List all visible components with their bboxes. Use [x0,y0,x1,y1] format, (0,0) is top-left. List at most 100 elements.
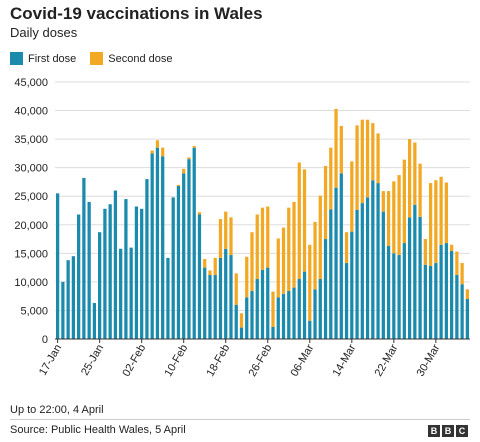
bar-second-dose [365,119,370,198]
bar-second-dose [386,191,391,246]
bar-second-dose [281,227,286,294]
bar-first-dose [98,232,102,339]
legend-item-second-dose: Second dose [90,52,173,65]
bar-second-dose [176,184,181,186]
bar-second-dose [197,212,202,215]
y-tick-label: 25,000 [14,191,48,203]
bar-second-dose [402,159,406,244]
bar-first-dose [439,244,443,339]
bar-first-dose [161,156,165,339]
bar-first-dose [276,297,280,339]
bar-first-dose [397,255,401,339]
bar-first-dose [371,180,375,339]
bar-second-dose [339,125,343,174]
y-tick-label: 30,000 [14,163,48,175]
bar-first-dose [449,251,454,339]
bar-second-dose [239,313,244,328]
bar-second-dose [313,221,317,290]
bar-first-dose [229,255,233,339]
x-tick-label: 02-Feb [120,343,148,379]
bar-second-dose [266,206,270,268]
legend-item-first-dose: First dose [10,52,76,65]
bar-second-dose [271,291,275,328]
bar-first-dose [460,284,464,339]
bar-first-dose [428,265,433,339]
bar-second-dose [360,119,364,204]
bbc-logo-block: C [456,425,468,437]
bar-first-dose [350,231,354,339]
bar-second-dose [407,139,412,218]
bar-first-dose [245,297,249,339]
bbc-logo-block: B [442,425,454,437]
bar-first-dose [281,293,286,339]
bar-first-dose [239,327,244,339]
bar-first-dose [55,193,60,339]
bar-second-dose [434,180,438,264]
bar-second-dose [308,244,312,321]
chart-source: Source: Public Health Wales, 5 April [10,424,186,436]
bar-first-dose [250,291,254,339]
x-tick-label: 06-Mar [289,342,317,378]
bar-first-dose [82,177,86,339]
footer-divider [10,419,470,420]
bar-second-dose [323,165,328,240]
legend-swatch-first-dose [10,52,23,65]
bar-first-dose [455,275,459,339]
bar-second-dose [449,244,454,252]
bar-second-dose [150,150,154,154]
bar-second-dose [350,161,354,232]
bar-second-dose [428,183,433,266]
bar-first-dose [360,203,364,339]
bar-first-dose [187,159,191,339]
bar-first-dose [61,281,65,339]
bar-second-dose [376,133,380,184]
chart-title: Covid-19 vaccinations in Wales [10,4,263,23]
bar-second-dose [161,147,165,157]
bar-first-dose [234,304,238,339]
bar-first-dose [308,320,312,339]
chart-subtitle: Daily doses [10,25,78,40]
bar-second-dose [355,125,359,210]
legend-swatch-second-dose [90,52,104,65]
bar-second-dose [155,140,160,148]
bar-second-dose [250,232,254,292]
bar-first-dose [329,209,333,339]
bar-second-dose [418,163,422,217]
legend-label-first-dose: First dose [28,52,77,65]
bar-second-dose [213,257,217,276]
bar-first-dose [434,263,438,339]
bar-second-dose [334,108,338,188]
bar-first-dose [344,263,349,339]
bar-second-dose [413,142,417,205]
bar-first-dose [423,264,427,339]
bar-first-dose [255,279,259,339]
bar-second-dose [455,251,459,276]
bar-first-dose [297,279,301,339]
bar-second-dose [460,263,464,285]
y-tick-label: 40,000 [14,106,48,118]
bar-first-dose [355,209,359,339]
bar-second-dose [224,211,228,249]
bar-first-dose [386,245,391,339]
x-tick-label: 18-Feb [205,343,233,379]
bar-first-dose [192,147,196,339]
bar-first-dose [108,204,112,339]
bar-first-dose [339,173,343,339]
bar-second-dose [392,181,396,254]
y-tick-label: 5,000 [20,305,48,317]
bar-first-dose [302,271,307,339]
bar-first-dose [119,248,123,339]
bar-first-dose [465,299,470,339]
y-tick-label: 15,000 [14,248,48,260]
bar-first-dose [203,267,207,339]
bar-second-dose [371,123,375,181]
bar-first-dose [402,243,406,339]
bar-first-dose [150,153,154,339]
bar-first-dose [218,257,223,339]
bbc-logo-block: B [428,425,440,437]
x-tick-label: 14-Mar [331,342,359,378]
bar-second-dose [218,219,223,258]
bar-first-dose [103,208,107,339]
bar-second-dose [182,168,186,174]
bar-first-dose [381,211,385,339]
